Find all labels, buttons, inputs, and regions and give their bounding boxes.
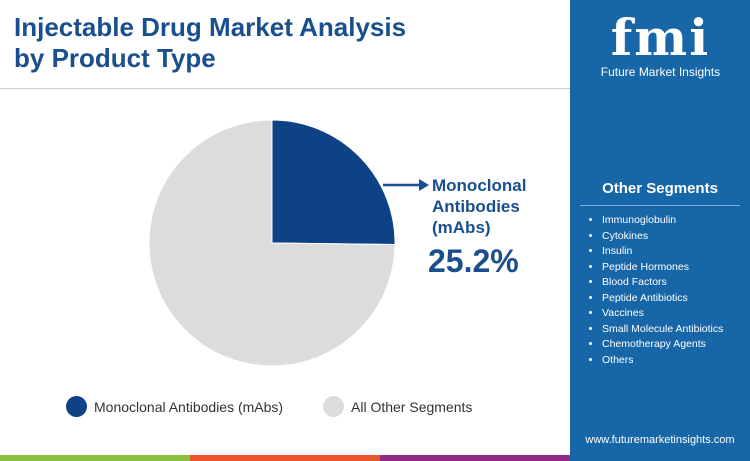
- fmi-logo: fmi Future Market Insights: [600, 8, 721, 79]
- divider: [580, 205, 740, 206]
- segment-item: Insulin: [602, 244, 723, 260]
- footer-bar-purple: [380, 455, 570, 461]
- segment-item: Blood Factors: [602, 275, 723, 291]
- footer-bar-orange: [190, 455, 380, 461]
- other-segments-heading: Other Segments: [602, 180, 718, 197]
- segment-item: Chemotherapy Agents: [602, 337, 723, 353]
- sidebar: fmi Future Market Insights Other Segments…: [570, 0, 750, 455]
- callout-value: 25.2%: [428, 243, 519, 279]
- legend-label: Monoclonal Antibodies (mAbs): [94, 398, 284, 415]
- segment-item: Others: [602, 353, 723, 369]
- legend-swatch: [66, 396, 87, 417]
- footer-bar-blue: [570, 455, 750, 461]
- page-title: Injectable Drug Market Analysis by Produ…: [14, 12, 407, 73]
- segment-item: Immunoglobulin: [602, 213, 723, 229]
- segment-item: Small Molecule Antibiotics: [602, 322, 723, 338]
- callout-label: Monoclonal Antibodies (mAbs): [432, 176, 527, 237]
- segment-item: Peptide Hormones: [602, 260, 723, 276]
- divider: [0, 88, 570, 89]
- segment-item: Vaccines: [602, 306, 723, 322]
- callout-arrow: [383, 179, 429, 191]
- website-url: www.futuremarketinsights.com: [585, 434, 735, 446]
- pie-chart: [148, 119, 396, 367]
- footer-bar-green: [0, 455, 190, 461]
- pie-slice-0: [271, 119, 396, 246]
- other-segments-list: ImmunoglobulinCytokinesInsulinPeptide Ho…: [588, 213, 723, 368]
- legend-label: All Other Segments: [351, 398, 473, 415]
- legend-swatch: [323, 396, 344, 417]
- segment-item: Peptide Antibiotics: [602, 291, 723, 307]
- legend-item-others: All Other Segments: [323, 396, 472, 417]
- segment-item: Cytokines: [602, 229, 723, 245]
- legend-item-mabs: Monoclonal Antibodies (mAbs): [66, 396, 283, 417]
- pie-slice-1: [148, 119, 396, 367]
